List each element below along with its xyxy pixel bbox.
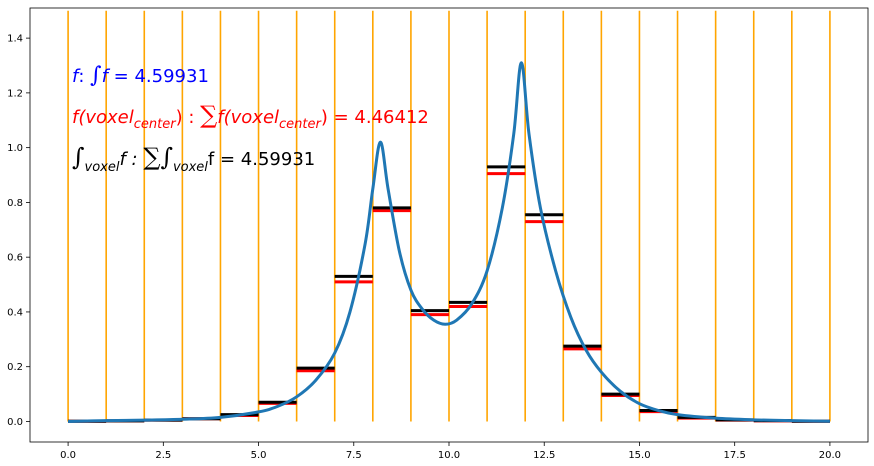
x-tick-label-5: 12.5 [533,450,555,461]
x-tick-label-2: 5.0 [251,450,267,461]
x-tick-label-0: 0.0 [60,450,76,461]
x-tick-label-4: 10.0 [438,450,460,461]
x-tick-label-8: 20.0 [819,450,841,461]
annotation-center-sum: f(voxelcenter) : ∑f(voxelcenter) = 4.464… [72,101,429,132]
curve-layer [68,61,830,423]
y-tick-label-0: 0.0 [7,417,23,428]
y-tick-label-3: 0.6 [7,253,23,264]
y-tick-label-1: 0.2 [7,362,23,373]
y-tick-label-7: 1.4 [7,34,23,45]
x-tick-label-7: 17.5 [724,450,746,461]
x-axis-ticks: 0.0 2.5 5.0 7.5 10.0 12.5 15.0 17.5 20.0 [60,442,841,461]
x-tick-label-6: 15.0 [628,450,650,461]
x-tick-label-3: 7.5 [346,450,362,461]
function-curve [68,61,830,423]
y-tick-label-5: 1.0 [7,143,23,154]
annotation-voxel-integral: ∫voxelf : ∑∫voxelf = 4.59931 [72,143,315,175]
x-tick-label-1: 2.5 [155,450,171,461]
y-axis-ticks: 0.0 0.2 0.4 0.6 0.8 1.0 1.2 1.4 [7,34,30,428]
y-tick-label-6: 1.2 [7,88,23,99]
y-tick-label-2: 0.4 [7,307,23,318]
voxel-boundary-lines [67,10,831,422]
annotation-integral: f: ∫f = 4.59931 [72,63,209,88]
y-tick-label-4: 0.8 [7,198,23,209]
